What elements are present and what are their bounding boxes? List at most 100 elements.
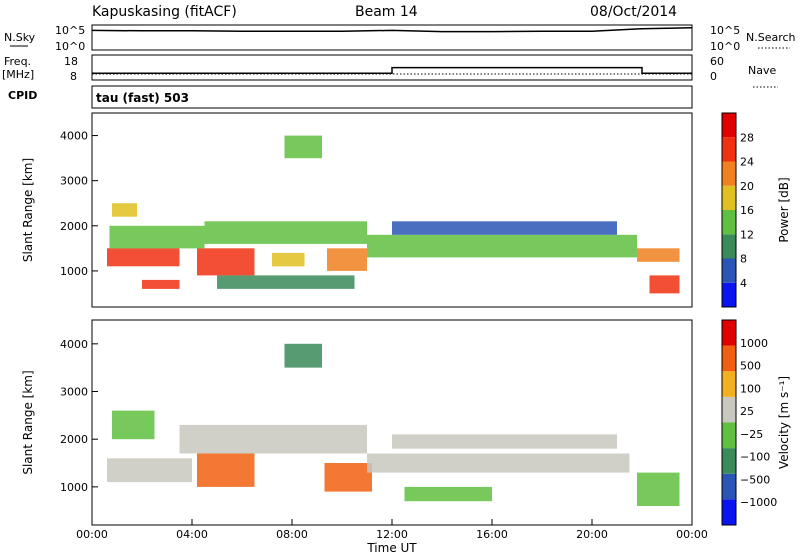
power-cell-0	[107, 248, 180, 267]
velocity-cell-2	[324, 463, 372, 492]
power-colorbar-tick-6: 4	[740, 277, 747, 290]
station-title: Kapuskasing (fitACF)	[92, 4, 237, 20]
power-colorbar-tick-0: 28	[740, 131, 754, 144]
power-colorbar-segment-6	[722, 137, 736, 162]
velocity-colorbar-segment-0	[722, 499, 736, 525]
velocity-colorbar-segment-3	[722, 422, 736, 449]
freq-panel	[91, 54, 693, 81]
velocity-colorbar-segment-5	[722, 371, 736, 397]
power-colorbar-label: Power [dB]	[777, 177, 791, 242]
time-tick-label-3: 12:00	[376, 528, 408, 541]
power-colorbar-tick-3: 16	[740, 204, 754, 217]
nsky-right-tick-bottom: 10^0	[710, 40, 740, 53]
velocity-colorbar-tick-6: −500	[740, 473, 770, 486]
velocity-colorbar-segment-2	[722, 448, 736, 474]
beam-label: Beam 14	[355, 4, 418, 20]
velocity-colorbar-label: Velocity [m s⁻¹]	[777, 376, 791, 469]
power-ytick-label-2: 3000	[60, 175, 88, 188]
power-ytick-label-0: 1000	[60, 265, 88, 278]
power-cell-11	[217, 275, 355, 289]
cpid-label: CPID	[8, 89, 37, 102]
power-ytick-label-1: 2000	[60, 220, 88, 233]
power-colorbar-segment-1	[722, 258, 736, 283]
power-colorbar-tick-1: 24	[740, 156, 754, 169]
freq-line	[92, 66, 692, 74]
velocity-cell-6	[637, 472, 680, 506]
velocity-cell-4	[392, 434, 617, 449]
velocity-cell-0	[107, 458, 192, 483]
date-label: 08/Oct/2014	[590, 4, 677, 20]
power-colorbar-segment-7	[722, 113, 736, 138]
velocity-cell-1	[197, 453, 255, 487]
power-cell-2	[272, 252, 305, 267]
nsky-right-tick-top: 10^5	[710, 24, 740, 37]
velocity-cell-5	[179, 424, 367, 454]
nsky-tick-bottom: 10^0	[55, 40, 85, 53]
power-colorbar-tick-2: 20	[740, 180, 754, 193]
freq-unit: [MHz]	[2, 68, 34, 81]
freq-tick-bottom: 8	[70, 70, 77, 83]
velocity-ytick-label-2: 3000	[60, 386, 88, 399]
velocity-colorbar-tick-3: 25	[740, 405, 754, 418]
time-tick-label-5: 20:00	[576, 528, 608, 541]
velocity-colorbar-frame	[721, 319, 737, 526]
velocity-colorbar-segment-6	[722, 345, 736, 372]
power-ylabel: Slant Range [km]	[21, 158, 35, 262]
power-cell-8	[637, 248, 680, 262]
velocity-colorbar-tick-5: −100	[740, 451, 770, 464]
nsearch-label: N.Search	[746, 31, 796, 44]
velocity-colorbar-tick-4: −25	[740, 428, 763, 441]
nsky-line	[91, 27, 693, 33]
power-cell-4	[109, 225, 205, 249]
velocity-ytick-label-3: 4000	[60, 338, 88, 351]
power-cell-9	[649, 275, 680, 294]
velocity-colorbar-tick-0: 1000	[740, 337, 768, 350]
power-colorbar-segment-5	[722, 161, 736, 186]
power-colorbar-tick-4: 12	[740, 228, 754, 241]
velocity-cell-8	[404, 486, 492, 502]
cpid-text: tau (fast) 503	[96, 91, 189, 105]
time-tick-label-1: 04:00	[176, 528, 208, 541]
cpid-panel	[91, 85, 693, 109]
time-tick-label-2: 08:00	[276, 528, 308, 541]
power-colorbar-segment-0	[722, 282, 736, 307]
freq-tick-top: 18	[64, 55, 78, 68]
velocity-cell-7	[284, 343, 322, 368]
velocity-panel: 1000 2000 3000 4000 Slant Range [km] 1000 500 1…	[21, 319, 791, 526]
power-colorbar-segment-2	[722, 234, 736, 259]
velocity-frame	[91, 319, 693, 526]
power-cell-6	[367, 234, 637, 258]
power-cell-13	[112, 203, 137, 217]
nsky-tick-top: 10^5	[55, 24, 85, 37]
time-tick-label-0: 00:00	[76, 528, 108, 541]
nsky-panel	[91, 24, 693, 51]
velocity-colorbar-tick-2: 100	[740, 382, 761, 395]
nave-tick-top: 60	[710, 55, 724, 68]
time-axis-label: Time UT	[366, 541, 417, 554]
velocity-cell-3	[367, 453, 630, 473]
power-ytick-label-3: 4000	[60, 130, 88, 143]
velocity-ytick-label-0: 1000	[60, 481, 88, 494]
nave-tick-bottom: 0	[710, 70, 717, 83]
velocity-colorbar-tick-7: −1000	[740, 496, 777, 509]
power-cell-10	[284, 135, 322, 159]
velocity-ytick-label-1: 2000	[60, 433, 88, 446]
nave-label: Nave	[748, 64, 776, 77]
freq-trace	[92, 66, 692, 75]
power-cell-7	[392, 221, 617, 235]
velocity-colorbar-tick-1: 500	[740, 360, 761, 373]
power-panel: 1000 2000 3000 4000 Slant Range [km] 28 24 20 16…	[21, 112, 791, 308]
freq-label: Freq.	[4, 55, 31, 68]
power-cell-1	[197, 248, 255, 276]
time-axis: 00:00 04:00 08:00 12:00 16:00 20:00 00:00	[76, 519, 708, 541]
nsky-trace	[91, 27, 693, 33]
power-frame	[91, 112, 693, 308]
power-cell-3	[327, 248, 367, 271]
velocity-ylabel: Slant Range [km]	[21, 370, 35, 474]
nsky-label: N.Sky	[4, 31, 36, 44]
power-colorbar-segment-3	[722, 210, 736, 235]
power-colorbar-segment-4	[722, 185, 736, 210]
power-colorbar-frame	[721, 112, 737, 308]
power-colorbar-tick-5: 8	[740, 253, 747, 266]
